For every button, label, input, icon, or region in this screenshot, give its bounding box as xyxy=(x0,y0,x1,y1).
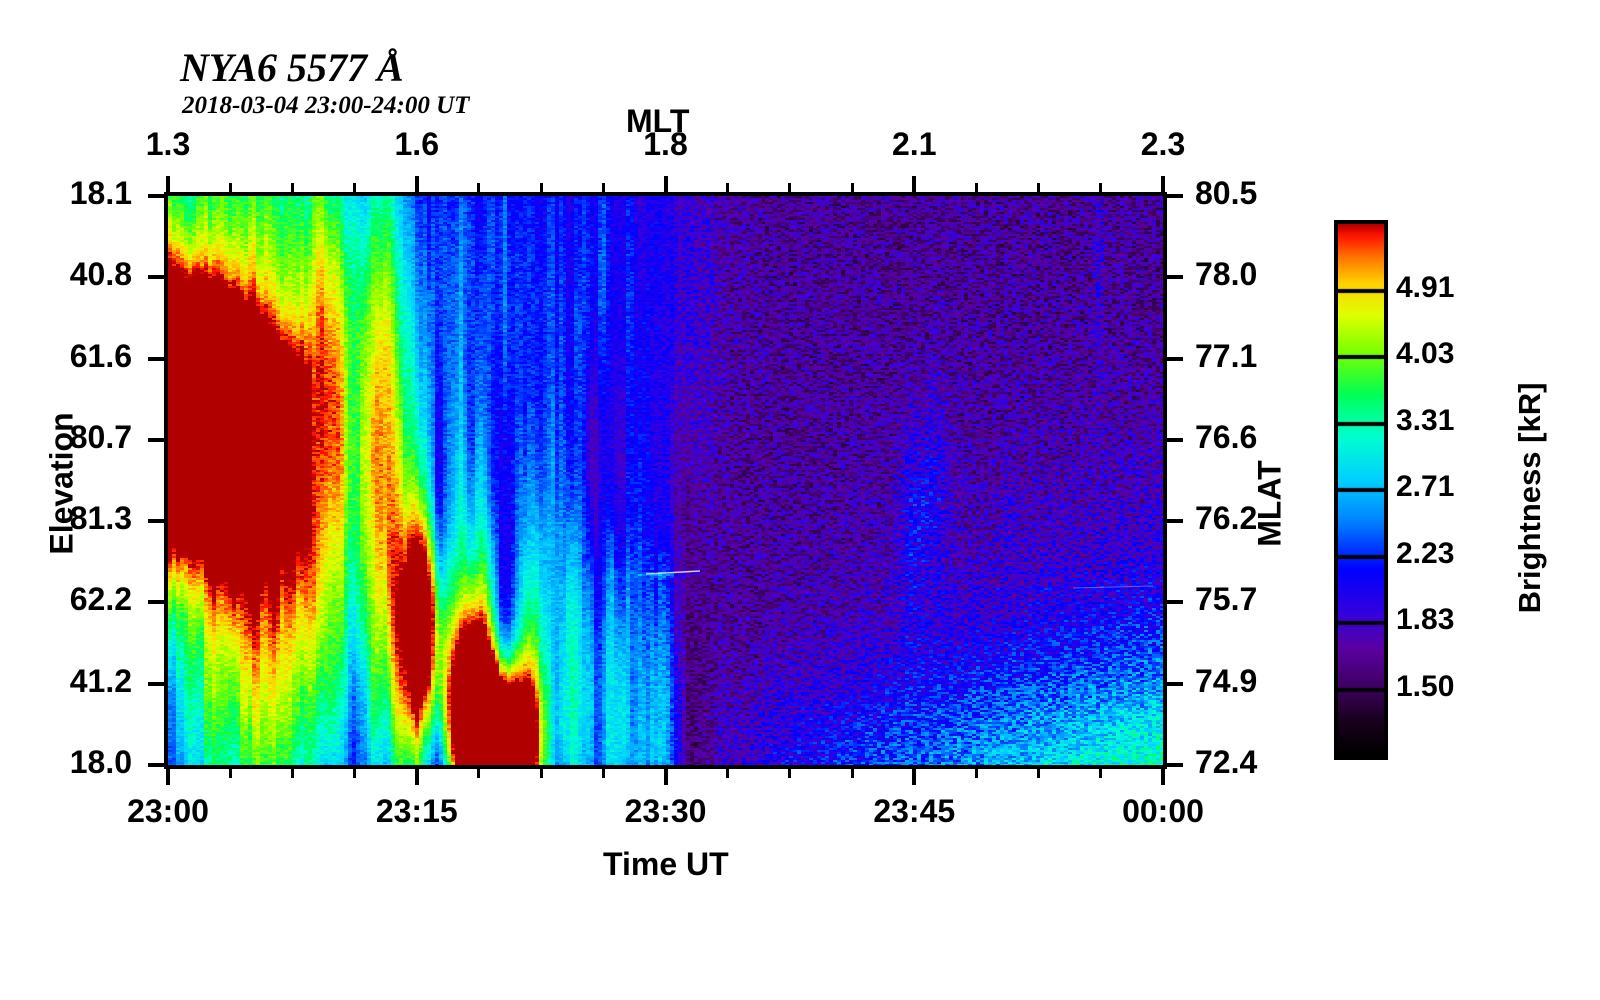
axis-tick xyxy=(477,183,481,194)
axis-tick xyxy=(912,176,917,194)
axis-tick xyxy=(601,767,605,778)
axis-tick xyxy=(148,519,166,524)
tick-label: 2.1 xyxy=(892,126,937,162)
tick-label: 18.0 xyxy=(69,744,132,780)
tick-label: 23:15 xyxy=(375,793,458,829)
tick-label: 61.6 xyxy=(69,337,132,374)
axis-tick xyxy=(1165,356,1183,361)
axis-tick xyxy=(726,183,730,194)
axis-tick xyxy=(353,767,357,778)
tick-label: 75.7 xyxy=(1195,581,1258,618)
colorbar-tick-label: 2.71 xyxy=(1396,470,1455,503)
axis-tick xyxy=(788,767,792,778)
tick-label: 72.4 xyxy=(1195,744,1258,780)
axis-tick xyxy=(228,183,232,194)
axis-tick xyxy=(1037,183,1041,194)
tick-label: 81.3 xyxy=(69,500,132,537)
x-axis-top-label: MLT xyxy=(626,103,690,139)
tick-label: 1.3 xyxy=(145,126,191,162)
tick-label: 00:00 xyxy=(1122,793,1204,829)
tick-label: 2.3 xyxy=(1140,126,1186,162)
tick-label: 78.0 xyxy=(1195,256,1258,293)
axis-tick xyxy=(1165,194,1183,198)
axis-tick xyxy=(148,763,166,767)
axis-tick xyxy=(788,183,792,194)
axis-tick xyxy=(1165,437,1183,442)
axis-tick xyxy=(1037,767,1041,778)
axis-tick xyxy=(148,275,166,280)
keogram-plot-area xyxy=(168,196,1163,765)
axis-tick xyxy=(228,767,232,778)
axis-tick xyxy=(912,767,917,785)
colorbar-tick-label: 4.03 xyxy=(1396,337,1455,370)
axis-tick xyxy=(477,767,481,778)
axis-tick xyxy=(166,767,170,785)
axis-tick xyxy=(1165,275,1183,280)
axis-tick xyxy=(148,356,166,361)
axis-tick xyxy=(1165,763,1183,767)
tick-label: 41.2 xyxy=(69,662,132,699)
axis-tick xyxy=(539,767,543,778)
axis-tick xyxy=(148,600,166,605)
colorbar-canvas xyxy=(1338,224,1384,756)
axis-tick xyxy=(1161,176,1165,194)
axis-tick xyxy=(974,183,978,194)
tick-label: 23:00 xyxy=(127,793,209,829)
colorbar-tick-label: 3.31 xyxy=(1396,403,1455,437)
tick-label: 1.8 xyxy=(643,126,688,162)
page-title: NYA6 5577 Å xyxy=(180,45,404,90)
tick-label: 40.8 xyxy=(69,256,132,293)
axis-tick xyxy=(1099,183,1103,194)
axis-tick xyxy=(414,176,419,194)
axis-tick xyxy=(414,767,419,785)
colorbar-tick-label: 1.83 xyxy=(1396,603,1455,636)
axis-tick xyxy=(290,767,294,778)
axis-tick xyxy=(166,176,170,194)
axis-tick xyxy=(1161,767,1165,785)
axis-tick xyxy=(1099,767,1103,778)
y-axis-label: Elevation xyxy=(43,412,80,555)
axis-tick xyxy=(663,176,668,194)
colorbar-tick-label: 4.91 xyxy=(1396,270,1455,304)
axis-tick xyxy=(601,183,605,194)
page-subtitle: 2018-03-04 23:00-24:00 UT xyxy=(182,92,470,119)
colorbar-tick-label: 2.23 xyxy=(1396,536,1455,570)
axis-tick xyxy=(148,194,166,198)
keogram-canvas xyxy=(168,196,1163,765)
tick-label: 80.7 xyxy=(69,418,132,455)
tick-label: 76.6 xyxy=(1195,418,1258,455)
tick-label: 1.6 xyxy=(394,126,439,162)
tick-label: 23:45 xyxy=(873,793,956,829)
tick-label: 77.1 xyxy=(1195,337,1258,374)
y-axis-right-label: MLAT xyxy=(1251,460,1288,547)
axis-tick xyxy=(850,767,854,778)
x-axis-label: Time UT xyxy=(603,846,729,882)
axis-tick xyxy=(1165,600,1183,605)
tick-label: 74.9 xyxy=(1195,662,1258,699)
tick-label: 18.1 xyxy=(69,175,132,211)
axis-tick xyxy=(726,767,730,778)
axis-tick xyxy=(663,767,668,785)
tick-label: 80.5 xyxy=(1195,175,1258,211)
axis-tick xyxy=(539,183,543,194)
axis-tick xyxy=(1165,519,1183,524)
colorbar xyxy=(1338,224,1384,756)
tick-label: 23:30 xyxy=(624,793,707,829)
axis-tick xyxy=(148,437,166,442)
axis-tick xyxy=(290,183,294,194)
axis-tick xyxy=(850,183,854,194)
axis-tick xyxy=(353,183,357,194)
colorbar-tick-label: 1.50 xyxy=(1396,669,1455,703)
axis-tick xyxy=(1165,681,1183,686)
colorbar-label: Brightness [kR] xyxy=(1512,382,1547,614)
axis-tick xyxy=(974,767,978,778)
tick-label: 62.2 xyxy=(69,581,132,618)
axis-tick xyxy=(148,681,166,686)
tick-label: 76.2 xyxy=(1195,500,1258,537)
